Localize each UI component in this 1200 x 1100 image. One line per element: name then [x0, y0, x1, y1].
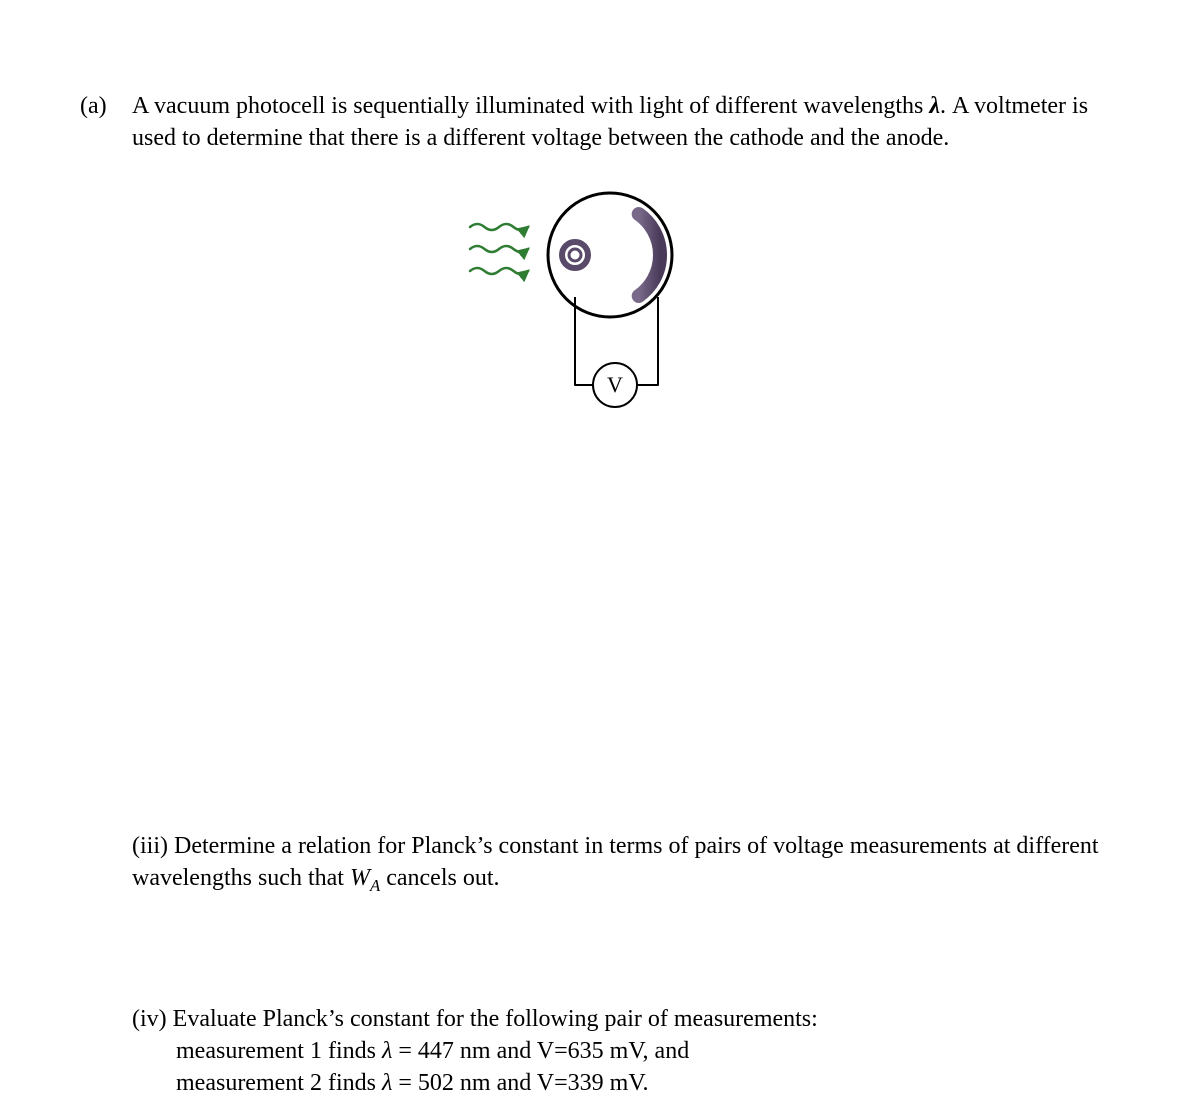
q-iv-label: (iv) — [132, 1006, 167, 1032]
q-iv-line1: Evaluate Planck’s constant for the follo… — [173, 1006, 818, 1032]
question-iii: (iii) Determine a relation for Planck’s … — [132, 830, 1100, 898]
q-iii-text-after: cancels out. — [380, 865, 499, 891]
q-iv-line2-rest: = 447 nm and V=635 mV, and — [392, 1038, 689, 1064]
q-iv-line2-lambda: λ — [382, 1038, 392, 1064]
part-a-block: (a) A vacuum photocell is sequentially i… — [80, 90, 1100, 155]
page: (a) A vacuum photocell is sequentially i… — [0, 0, 1200, 1091]
part-a-text-before: A vacuum photocell is sequentially illum… — [132, 93, 929, 119]
wa-w: W — [350, 865, 370, 891]
q-iii-text-before: Determine a relation for Planck’s consta… — [132, 833, 1099, 891]
q-iv-line2-prefix: measurement 1 finds — [176, 1038, 382, 1064]
wa-symbol: WA — [350, 865, 380, 891]
diagram-container: V — [80, 175, 1100, 440]
voltmeter-label: V — [607, 372, 623, 397]
wa-a: A — [370, 876, 380, 895]
q-iii-label: (iii) — [132, 833, 168, 859]
part-a-label: (a) — [80, 90, 132, 122]
q-iv-line3-prefix: measurement 2 finds — [176, 1070, 382, 1096]
q-iv-line3: measurement 2 finds λ = 502 nm and V=339… — [132, 1067, 1100, 1099]
q-iv-line3-rest: = 502 nm and V=339 mV. — [392, 1070, 648, 1096]
part-a-body: A vacuum photocell is sequentially illum… — [132, 90, 1100, 155]
question-iv: (iv) Evaluate Planck’s constant for the … — [132, 1003, 1100, 1100]
photocell-diagram-icon: V — [440, 175, 740, 435]
lambda-symbol: λ — [929, 93, 940, 119]
q-iv-line2: measurement 1 finds λ = 447 nm and V=635… — [132, 1035, 1100, 1067]
q-iv-line3-lambda: λ — [382, 1070, 392, 1096]
